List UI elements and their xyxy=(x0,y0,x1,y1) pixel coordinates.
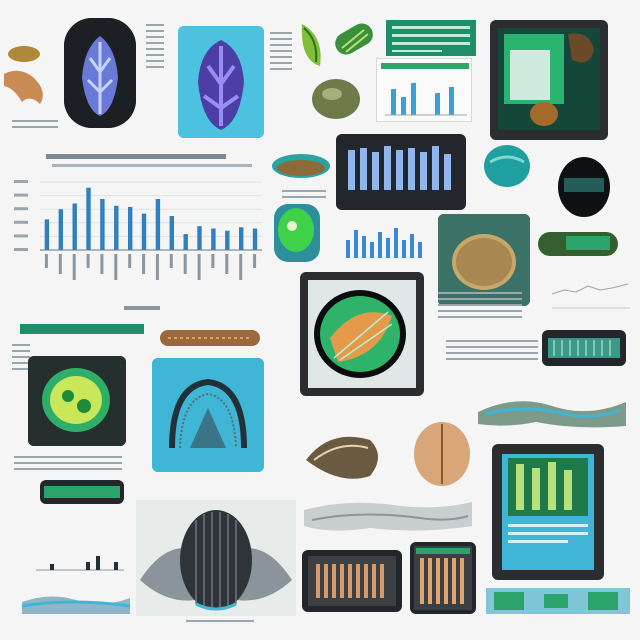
green-cell-dark-tile xyxy=(28,356,126,446)
arch-diagram-cyan-tile xyxy=(152,358,264,472)
y-tick-label xyxy=(14,220,28,224)
y-tick-label xyxy=(14,193,28,197)
x-tick-label xyxy=(86,254,90,268)
olive-seed-image xyxy=(310,76,362,122)
y-tick-label xyxy=(14,207,28,211)
green-bars-monitor-tile xyxy=(492,444,604,580)
orange-bars-dark-tile-left xyxy=(302,550,402,612)
bar xyxy=(44,219,50,250)
bar xyxy=(252,228,258,250)
spectrum-dark-tile xyxy=(542,330,626,366)
blue-bars-dark-tile xyxy=(336,134,466,210)
bar xyxy=(114,205,119,250)
round-seed-dark-tile xyxy=(438,214,530,306)
teal-disc-image xyxy=(482,142,532,190)
bar-chart-thumbnail-top xyxy=(376,58,472,122)
x-tick-label xyxy=(128,254,132,268)
x-tick-label xyxy=(225,254,229,274)
green-cell-image xyxy=(272,198,322,266)
x-tick-label xyxy=(169,254,173,268)
y-tick-label xyxy=(14,248,28,251)
monitor-with-seed-image xyxy=(490,20,608,140)
bar xyxy=(183,234,188,250)
leaf-monitor-image xyxy=(300,272,424,396)
green-pod-image xyxy=(296,20,326,70)
purple-anatomy-cyan-tile xyxy=(178,26,264,138)
y-tick-label xyxy=(14,234,28,238)
shell-image-right xyxy=(410,418,474,490)
green-panel-dark-lower-left xyxy=(40,480,124,504)
x-tick-label xyxy=(253,254,257,268)
orange-bars-dark-tile-right xyxy=(410,542,476,614)
bar xyxy=(86,187,91,250)
brown-band-image xyxy=(158,328,262,348)
y-tick-label xyxy=(14,180,28,183)
bar xyxy=(225,230,230,250)
bar xyxy=(72,203,77,250)
main-bar-chart-svg xyxy=(14,154,262,310)
x-axis-label-placeholder xyxy=(124,306,160,310)
line-chart-right xyxy=(548,264,634,314)
caption-lines-top-left xyxy=(6,116,64,132)
green-strip-left xyxy=(20,324,144,334)
x-tick-label xyxy=(197,254,201,280)
moss-band-image xyxy=(476,392,628,430)
x-tick-label xyxy=(100,254,104,274)
bar xyxy=(100,199,105,250)
black-disc-image xyxy=(556,154,612,220)
blue-anatomy-dark-tile xyxy=(64,18,136,128)
striped-organism-image xyxy=(136,500,296,616)
x-tick-label xyxy=(183,254,187,274)
green-table-panel-top xyxy=(386,20,476,56)
bar xyxy=(141,213,147,250)
bar xyxy=(211,228,216,250)
x-tick-label xyxy=(155,254,159,280)
bar xyxy=(58,209,63,250)
bar xyxy=(239,227,244,250)
caption-lines-left-mid xyxy=(6,340,36,400)
x-tick-label xyxy=(44,254,48,268)
caption-lines-mid-left xyxy=(276,186,332,206)
water-band-image xyxy=(20,588,132,616)
x-tick-label xyxy=(211,254,215,268)
caption-lines-center xyxy=(432,288,528,338)
bar xyxy=(128,206,133,250)
chart-title-placeholder xyxy=(46,154,226,159)
root-specimen-image xyxy=(0,64,52,108)
shell-image-left xyxy=(300,420,386,486)
x-tick-label xyxy=(142,254,146,274)
small-specimen-top xyxy=(6,44,42,64)
blue-bar-chart-small xyxy=(336,216,436,262)
caption-lines-bottom-center xyxy=(180,616,260,630)
bar xyxy=(155,199,161,250)
caption-lines-cyan-tile xyxy=(264,28,298,124)
chart-subtitle-placeholder xyxy=(52,164,252,167)
caption-lines-blue-tile xyxy=(140,20,170,120)
bar xyxy=(169,216,174,250)
caption-lines-left-lower xyxy=(8,452,128,478)
x-tick-label xyxy=(114,254,118,280)
main-bar-chart xyxy=(6,146,268,320)
striped-pod-image xyxy=(330,18,378,62)
x-tick-label xyxy=(58,254,62,274)
x-tick-label xyxy=(72,254,76,280)
map-band-bottom-right xyxy=(484,584,632,618)
flat-pod-image xyxy=(270,150,332,180)
small-bar-chart-lower-left xyxy=(26,506,130,582)
gray-strip-image xyxy=(300,496,476,536)
green-pod-right xyxy=(536,228,620,260)
x-tick-label xyxy=(239,254,243,280)
caption-lines-right-mid xyxy=(440,336,544,376)
bar xyxy=(197,226,202,250)
